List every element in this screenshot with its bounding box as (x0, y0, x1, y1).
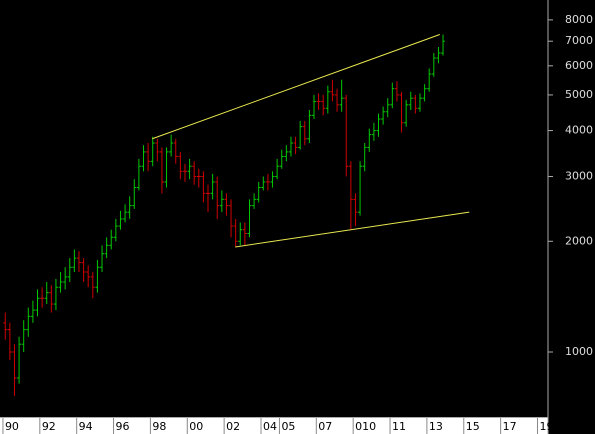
trend-line (152, 34, 440, 140)
x-tick-label: 07 (318, 420, 332, 433)
y-tick-label: 4000 (565, 124, 593, 137)
x-axis-strip (0, 418, 548, 434)
y-tick-label: 5000 (565, 88, 593, 101)
x-tick-label: 02 (226, 420, 240, 433)
x-tick-label: 96 (116, 420, 130, 433)
x-tick-label: 90 (5, 420, 19, 433)
x-tick-label: 11 (392, 420, 406, 433)
x-tick-label: 05 (281, 420, 295, 433)
y-tick-label: 8000 (565, 13, 593, 26)
x-tick-label: 13 (429, 420, 443, 433)
y-tick-label: 7000 (565, 34, 593, 47)
x-tick-label: 92 (42, 420, 56, 433)
x-tick-label: 17 (503, 420, 517, 433)
x-tick-label: 04 (263, 420, 277, 433)
x-tick-label: 010 (355, 420, 376, 433)
x-tick-label: 15 (466, 420, 480, 433)
y-tick-label: 3000 (565, 170, 593, 183)
y-tick-label: 2000 (565, 234, 593, 247)
trend-line (235, 211, 470, 248)
x-tick-label: 00 (189, 420, 203, 433)
y-tick-label: 1000 (565, 345, 593, 358)
x-tick-label: 94 (79, 420, 93, 433)
x-tick-label: 98 (152, 420, 166, 433)
x-tick-label: 19 (539, 420, 553, 433)
y-tick-label: 6000 (565, 59, 593, 72)
